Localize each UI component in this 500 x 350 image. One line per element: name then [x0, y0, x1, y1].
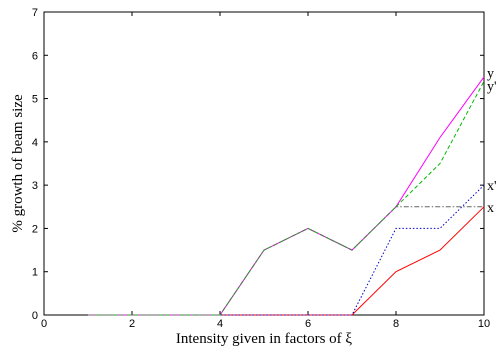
- axis-ticks: 0 2 4 6 8 10 0 1 2 3 4 5 6 7: [32, 7, 490, 330]
- series-label: x: [487, 201, 494, 216]
- series-line-5: [88, 206, 484, 316]
- x-tick-label: 4: [217, 318, 223, 330]
- y-tick-label: 5: [32, 94, 38, 106]
- y-tick-label: 3: [32, 180, 38, 192]
- y-tick-label: 7: [32, 7, 38, 19]
- series-line-3: [88, 76, 485, 316]
- series-line-2: [88, 184, 485, 316]
- x-tick-label: 6: [305, 318, 311, 330]
- series-lines: [88, 76, 485, 316]
- plot-frame: [43, 11, 485, 316]
- x-tick-label: 8: [393, 318, 399, 330]
- x-tick-label: 0: [41, 318, 47, 330]
- x-axis-label: Intensity given in factors of ξ: [176, 331, 353, 347]
- series-label: y': [487, 80, 497, 95]
- y-tick-label: 0: [32, 310, 38, 322]
- y-axis-label: % growth of beam size: [10, 94, 26, 233]
- series-label: y: [487, 67, 494, 82]
- series-labels: yy' x' x: [487, 67, 497, 216]
- x-tick-label: 10: [478, 318, 490, 330]
- y-tick-label: 6: [32, 50, 38, 62]
- series-label: x': [487, 179, 497, 194]
- x-tick-label: 2: [129, 318, 135, 330]
- series-line-1: [88, 206, 485, 316]
- y-tick-label: 1: [32, 267, 38, 279]
- y-tick-label: 4: [32, 137, 38, 149]
- y-tick-label: 2: [32, 223, 38, 235]
- series-line-4: [88, 81, 485, 316]
